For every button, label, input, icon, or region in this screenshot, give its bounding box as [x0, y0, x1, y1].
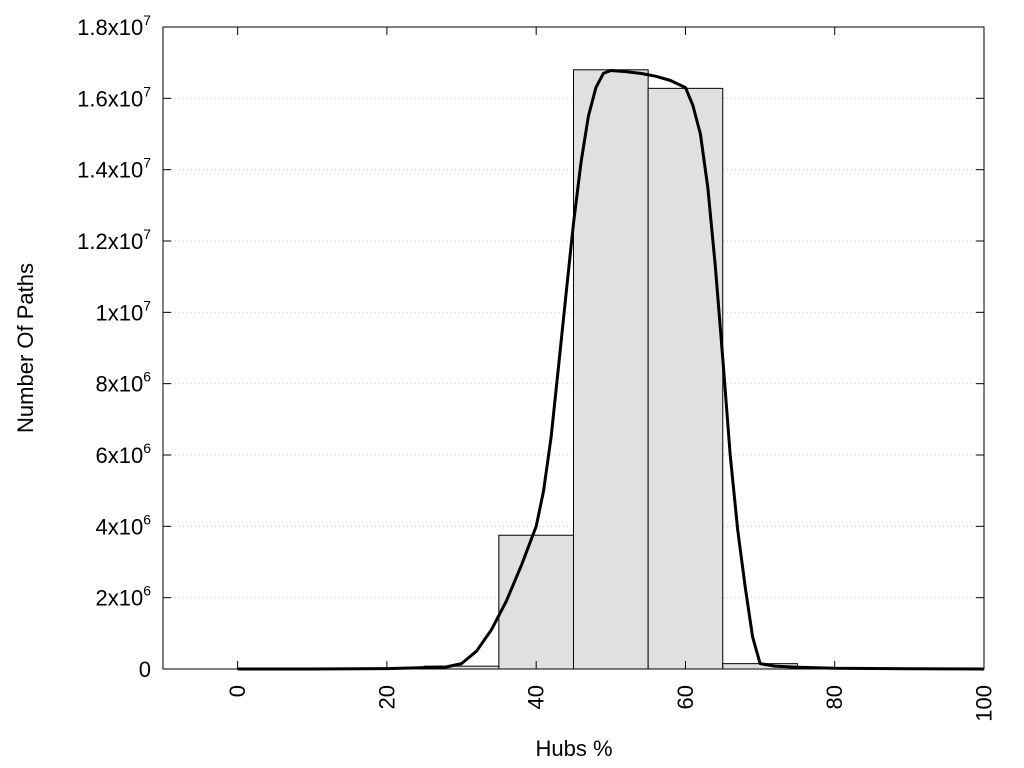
- grid-lines: [163, 97, 984, 599]
- x-tick-label: 100: [972, 685, 997, 722]
- y-tick-label: 2x106: [95, 583, 151, 611]
- histogram-bar: [647, 87, 724, 670]
- x-tick-label: 20: [374, 685, 399, 709]
- x-tick-label: 60: [673, 685, 698, 709]
- y-tick-label: 1.6x107: [77, 83, 151, 111]
- plot-frame: [162, 26, 985, 670]
- y-tick-label: 1.4x107: [77, 155, 151, 183]
- y-tick-label: 1x107: [95, 297, 151, 325]
- y-axis-ticks: 0 2x106 4x106 6x106 8x106 1x107 1.2x107 1.4x107…: [77, 12, 984, 682]
- x-tick-label: 80: [822, 685, 847, 709]
- x-tick-label: 0: [225, 685, 250, 697]
- fit-curve: [237, 69, 985, 671]
- x-axis-ticks: 0 20 40 60 80 100: [225, 27, 997, 722]
- y-tick-label: 4x106: [95, 511, 151, 539]
- y-axis-title: Number Of Paths: [13, 263, 38, 433]
- histogram-bars: [349, 69, 873, 670]
- y-tick-label: 1.8x107: [77, 12, 151, 40]
- x-tick-label: 40: [524, 685, 549, 709]
- y-tick-label: 1.2x107: [77, 226, 151, 254]
- fit-curve-layer: [237, 69, 985, 671]
- histogram-bar: [573, 69, 649, 670]
- y-tick-label: 6x106: [95, 440, 151, 468]
- y-tick-label: 0: [139, 657, 151, 682]
- histogram-bar: [498, 534, 575, 670]
- y-tick-label: 8x106: [95, 369, 151, 397]
- x-axis-title: Hubs %: [535, 736, 612, 761]
